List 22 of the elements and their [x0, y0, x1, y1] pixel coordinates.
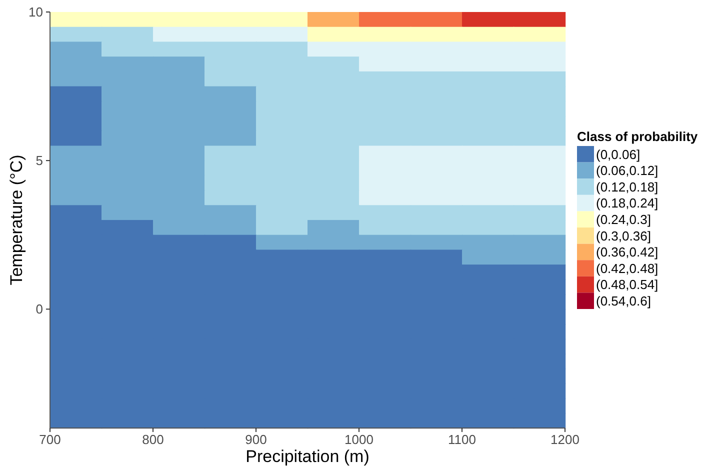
x-tick-label: 700	[39, 432, 61, 447]
y-tick-label: 10	[28, 4, 43, 20]
x-tick-label: 900	[245, 432, 267, 447]
x-tick-label: 1200	[550, 432, 580, 447]
color-bar-label: (0.24,0.3]	[596, 212, 651, 227]
color-bar-label: (0.18,0.24]	[596, 196, 658, 211]
y-axis-title: Temperature (°C)	[7, 154, 26, 286]
x-tick-label: 800	[142, 432, 164, 447]
color-bar-label: (0.48,0.54]	[596, 277, 658, 292]
color-bar-label: (0.06,0.12]	[596, 163, 658, 178]
x-tick-label: 1100	[448, 432, 476, 447]
x-tick-label: 1000	[344, 432, 374, 447]
y-tick-label: 5	[36, 153, 43, 168]
color-bar-label: (0.42,0.48]	[596, 260, 658, 276]
color-bar-label: (0.54,0.6]	[596, 293, 651, 308]
color-bar-label: (0.3,0.36]	[596, 228, 651, 244]
color-bar-label: (0.36,0.42]	[596, 244, 658, 260]
color-bar-label: (0.12,0.18]	[596, 179, 658, 194]
legend-title: Class of probability	[577, 129, 698, 144]
color-bar-label: (0,0.06]	[596, 146, 640, 162]
x-axis-title: Precipitation (m)	[246, 447, 370, 466]
y-tick-label: 0	[36, 302, 43, 317]
